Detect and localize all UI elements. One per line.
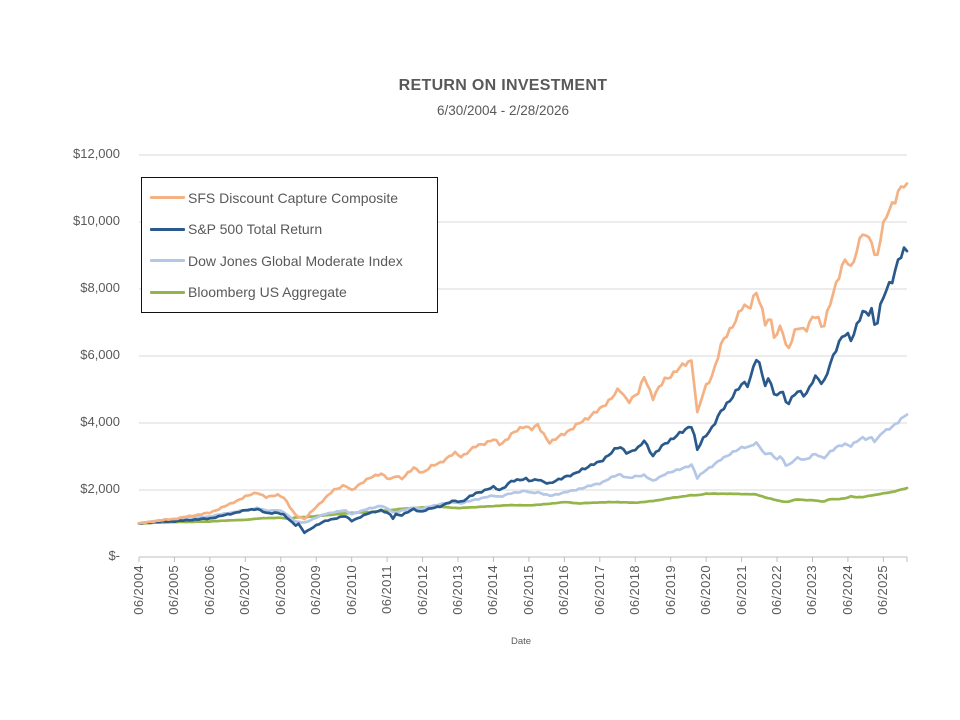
x-tick-label: 06/2010 (343, 565, 359, 615)
x-axis-title: Date (510, 636, 532, 647)
y-tick-label: $2,000 (80, 481, 120, 496)
x-tick-label: 06/2018 (627, 565, 643, 615)
legend-swatch-3 (150, 259, 185, 263)
x-tick-label: 06/2011 (379, 565, 395, 614)
x-tick-label: 06/2005 (166, 565, 182, 615)
x-tick-label: 06/2024 (839, 565, 855, 615)
legend-item-1: SFS Discount Capture Composite (150, 190, 437, 206)
legend-item-2: S&P 500 Total Return (150, 221, 437, 237)
x-tick-label: 06/2008 (272, 565, 288, 615)
y-tick-label: $- (108, 548, 120, 563)
y-tick-label: $6,000 (80, 347, 120, 362)
x-tick-label: 06/2007 (237, 565, 253, 615)
legend-swatch-2 (150, 227, 185, 231)
x-tick-label: 06/2009 (308, 565, 324, 615)
x-tick-label: 06/2021 (733, 565, 749, 615)
x-tick-label: 06/2020 (698, 565, 714, 615)
x-tick-label: 06/2017 (591, 565, 607, 615)
x-tick-label: 06/2023 (804, 565, 820, 615)
y-tick-label: $10,000 (73, 213, 120, 228)
series-line-3 (137, 413, 909, 525)
series-line-1 (137, 182, 909, 525)
legend: SFS Discount Capture Composite S&P 500 To… (141, 177, 438, 313)
chart-subtitle: 6/30/2004 - 2/28/2026 (436, 103, 570, 118)
x-tick-label: 06/2006 (201, 565, 217, 615)
legend-label-3: Dow Jones Global Moderate Index (188, 252, 403, 269)
x-tick-label: 06/2004 (131, 565, 146, 615)
y-tick-label: $12,000 (73, 146, 120, 161)
x-tick-label: 06/2016 (556, 565, 572, 615)
chart-title: RETURN ON INVESTMENT (398, 77, 608, 94)
series-line-2 (137, 246, 909, 535)
legend-swatch-1 (150, 196, 185, 200)
series-line-4 (137, 486, 909, 525)
y-tick-label: $4,000 (80, 414, 120, 429)
legend-label-1: SFS Discount Capture Composite (188, 189, 399, 206)
x-tick-label: 06/2025 (875, 565, 891, 615)
legend-item-4: Bloomberg US Aggregate (150, 284, 437, 300)
x-tick-label: 06/2015 (520, 565, 536, 615)
legend-item-3: Dow Jones Global Moderate Index (150, 253, 437, 269)
x-tick-label: 06/2019 (662, 565, 678, 615)
y-tick-label: $8,000 (80, 280, 120, 295)
x-tick-label: 06/2022 (769, 565, 785, 615)
x-tick-label: 06/2013 (450, 565, 465, 615)
legend-label-2: S&P 500 Total Return (188, 221, 323, 238)
legend-swatch-4 (150, 290, 185, 294)
legend-label-4: Bloomberg US Aggregate (188, 284, 347, 301)
x-tick-label: 06/2012 (414, 565, 430, 615)
x-tick-label: 06/2014 (485, 565, 501, 615)
